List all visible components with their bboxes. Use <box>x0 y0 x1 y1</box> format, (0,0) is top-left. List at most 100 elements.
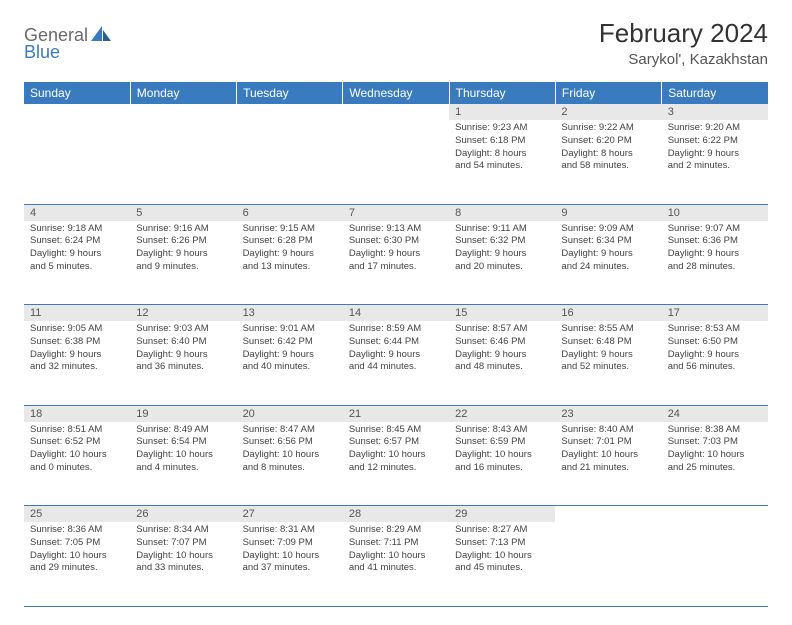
day-detail-cell: Sunrise: 9:01 AMSunset: 6:42 PMDaylight:… <box>237 321 343 405</box>
day-number-cell <box>662 506 768 523</box>
day-detail-cell: Sunrise: 8:38 AMSunset: 7:03 PMDaylight:… <box>662 422 768 506</box>
sunrise-text: Sunrise: 9:16 AM <box>136 223 230 236</box>
weekday-header: Wednesday <box>343 82 449 104</box>
daylight-text: Daylight: 9 hours <box>243 248 337 261</box>
title-block: February 2024 Sarykol', Kazakhstan <box>599 18 768 68</box>
daylight-text: and 45 minutes. <box>455 562 549 575</box>
day-number-cell: 15 <box>449 305 555 322</box>
day-detail-cell <box>130 120 236 204</box>
day-number-cell <box>555 506 661 523</box>
sunrise-text: Sunrise: 8:45 AM <box>349 424 443 437</box>
sunset-text: Sunset: 6:26 PM <box>136 235 230 248</box>
daylight-text: and 5 minutes. <box>30 261 124 274</box>
day-number-cell: 24 <box>662 405 768 422</box>
sunrise-text: Sunrise: 8:34 AM <box>136 524 230 537</box>
daylight-text: and 0 minutes. <box>30 462 124 475</box>
day-number-cell: 7 <box>343 204 449 221</box>
daylight-text: and 41 minutes. <box>349 562 443 575</box>
sunrise-text: Sunrise: 8:59 AM <box>349 323 443 336</box>
sunset-text: Sunset: 6:52 PM <box>30 436 124 449</box>
daylight-text: Daylight: 8 hours <box>561 148 655 161</box>
sunrise-text: Sunrise: 9:03 AM <box>136 323 230 336</box>
daylight-text: and 58 minutes. <box>561 160 655 173</box>
day-number-cell: 17 <box>662 305 768 322</box>
day-detail-cell: Sunrise: 9:23 AMSunset: 6:18 PMDaylight:… <box>449 120 555 204</box>
daylight-text: Daylight: 10 hours <box>561 449 655 462</box>
daylight-text: Daylight: 9 hours <box>30 349 124 362</box>
daylight-text: Daylight: 9 hours <box>668 148 762 161</box>
daylight-text: and 8 minutes. <box>243 462 337 475</box>
daylight-text: and 20 minutes. <box>455 261 549 274</box>
weekday-header: Tuesday <box>237 82 343 104</box>
sunset-text: Sunset: 7:09 PM <box>243 537 337 550</box>
daylight-text: and 52 minutes. <box>561 361 655 374</box>
daylight-text: and 44 minutes. <box>349 361 443 374</box>
daylight-text: and 56 minutes. <box>668 361 762 374</box>
sunset-text: Sunset: 6:42 PM <box>243 336 337 349</box>
sunrise-text: Sunrise: 9:07 AM <box>668 223 762 236</box>
day-detail-cell <box>555 522 661 606</box>
sunset-text: Sunset: 7:03 PM <box>668 436 762 449</box>
sunset-text: Sunset: 7:11 PM <box>349 537 443 550</box>
daylight-text: Daylight: 9 hours <box>349 248 443 261</box>
sunrise-text: Sunrise: 8:27 AM <box>455 524 549 537</box>
daylight-text: and 29 minutes. <box>30 562 124 575</box>
day-number-cell: 20 <box>237 405 343 422</box>
daylight-text: Daylight: 10 hours <box>243 449 337 462</box>
sunset-text: Sunset: 7:05 PM <box>30 537 124 550</box>
logo-text-blue: Blue <box>24 42 60 62</box>
day-detail-cell: Sunrise: 8:27 AMSunset: 7:13 PMDaylight:… <box>449 522 555 606</box>
day-number-cell: 6 <box>237 204 343 221</box>
day-number-cell: 29 <box>449 506 555 523</box>
day-detail-cell: Sunrise: 9:07 AMSunset: 6:36 PMDaylight:… <box>662 221 768 305</box>
daylight-text: Daylight: 9 hours <box>455 349 549 362</box>
daylight-text: and 33 minutes. <box>136 562 230 575</box>
sunset-text: Sunset: 6:32 PM <box>455 235 549 248</box>
weekday-header: Sunday <box>24 82 130 104</box>
daylight-text: Daylight: 9 hours <box>136 349 230 362</box>
weekday-header-row: SundayMondayTuesdayWednesdayThursdayFrid… <box>24 82 768 104</box>
day-detail-cell: Sunrise: 8:49 AMSunset: 6:54 PMDaylight:… <box>130 422 236 506</box>
day-number-row: 45678910 <box>24 204 768 221</box>
daylight-text: and 12 minutes. <box>349 462 443 475</box>
day-detail-cell: Sunrise: 8:47 AMSunset: 6:56 PMDaylight:… <box>237 422 343 506</box>
sunset-text: Sunset: 6:44 PM <box>349 336 443 349</box>
sunrise-text: Sunrise: 9:05 AM <box>30 323 124 336</box>
day-detail-cell: Sunrise: 8:36 AMSunset: 7:05 PMDaylight:… <box>24 522 130 606</box>
daylight-text: and 48 minutes. <box>455 361 549 374</box>
daylight-text: Daylight: 10 hours <box>136 550 230 563</box>
daylight-text: Daylight: 9 hours <box>243 349 337 362</box>
weekday-header: Saturday <box>662 82 768 104</box>
sunrise-text: Sunrise: 8:38 AM <box>668 424 762 437</box>
day-number-cell: 28 <box>343 506 449 523</box>
day-number-cell: 26 <box>130 506 236 523</box>
sunrise-text: Sunrise: 8:43 AM <box>455 424 549 437</box>
daylight-text: Daylight: 10 hours <box>30 550 124 563</box>
daylight-text: and 54 minutes. <box>455 160 549 173</box>
daylight-text: and 40 minutes. <box>243 361 337 374</box>
day-detail-row: Sunrise: 9:23 AMSunset: 6:18 PMDaylight:… <box>24 120 768 204</box>
day-detail-row: Sunrise: 9:18 AMSunset: 6:24 PMDaylight:… <box>24 221 768 305</box>
daylight-text: Daylight: 10 hours <box>243 550 337 563</box>
day-detail-row: Sunrise: 8:51 AMSunset: 6:52 PMDaylight:… <box>24 422 768 506</box>
sunrise-text: Sunrise: 9:09 AM <box>561 223 655 236</box>
day-number-cell: 25 <box>24 506 130 523</box>
day-number-cell: 23 <box>555 405 661 422</box>
daylight-text: and 21 minutes. <box>561 462 655 475</box>
daylight-text: Daylight: 8 hours <box>455 148 549 161</box>
sunrise-text: Sunrise: 8:31 AM <box>243 524 337 537</box>
daylight-text: Daylight: 9 hours <box>136 248 230 261</box>
day-detail-cell: Sunrise: 8:43 AMSunset: 6:59 PMDaylight:… <box>449 422 555 506</box>
sunset-text: Sunset: 6:18 PM <box>455 135 549 148</box>
sunrise-text: Sunrise: 9:20 AM <box>668 122 762 135</box>
day-number-cell: 19 <box>130 405 236 422</box>
day-detail-cell: Sunrise: 9:05 AMSunset: 6:38 PMDaylight:… <box>24 321 130 405</box>
day-detail-cell: Sunrise: 8:45 AMSunset: 6:57 PMDaylight:… <box>343 422 449 506</box>
day-number-cell: 2 <box>555 104 661 120</box>
sunset-text: Sunset: 6:36 PM <box>668 235 762 248</box>
day-detail-cell: Sunrise: 8:40 AMSunset: 7:01 PMDaylight:… <box>555 422 661 506</box>
sunset-text: Sunset: 6:38 PM <box>30 336 124 349</box>
weekday-header: Monday <box>130 82 236 104</box>
sunrise-text: Sunrise: 8:40 AM <box>561 424 655 437</box>
day-number-cell: 21 <box>343 405 449 422</box>
